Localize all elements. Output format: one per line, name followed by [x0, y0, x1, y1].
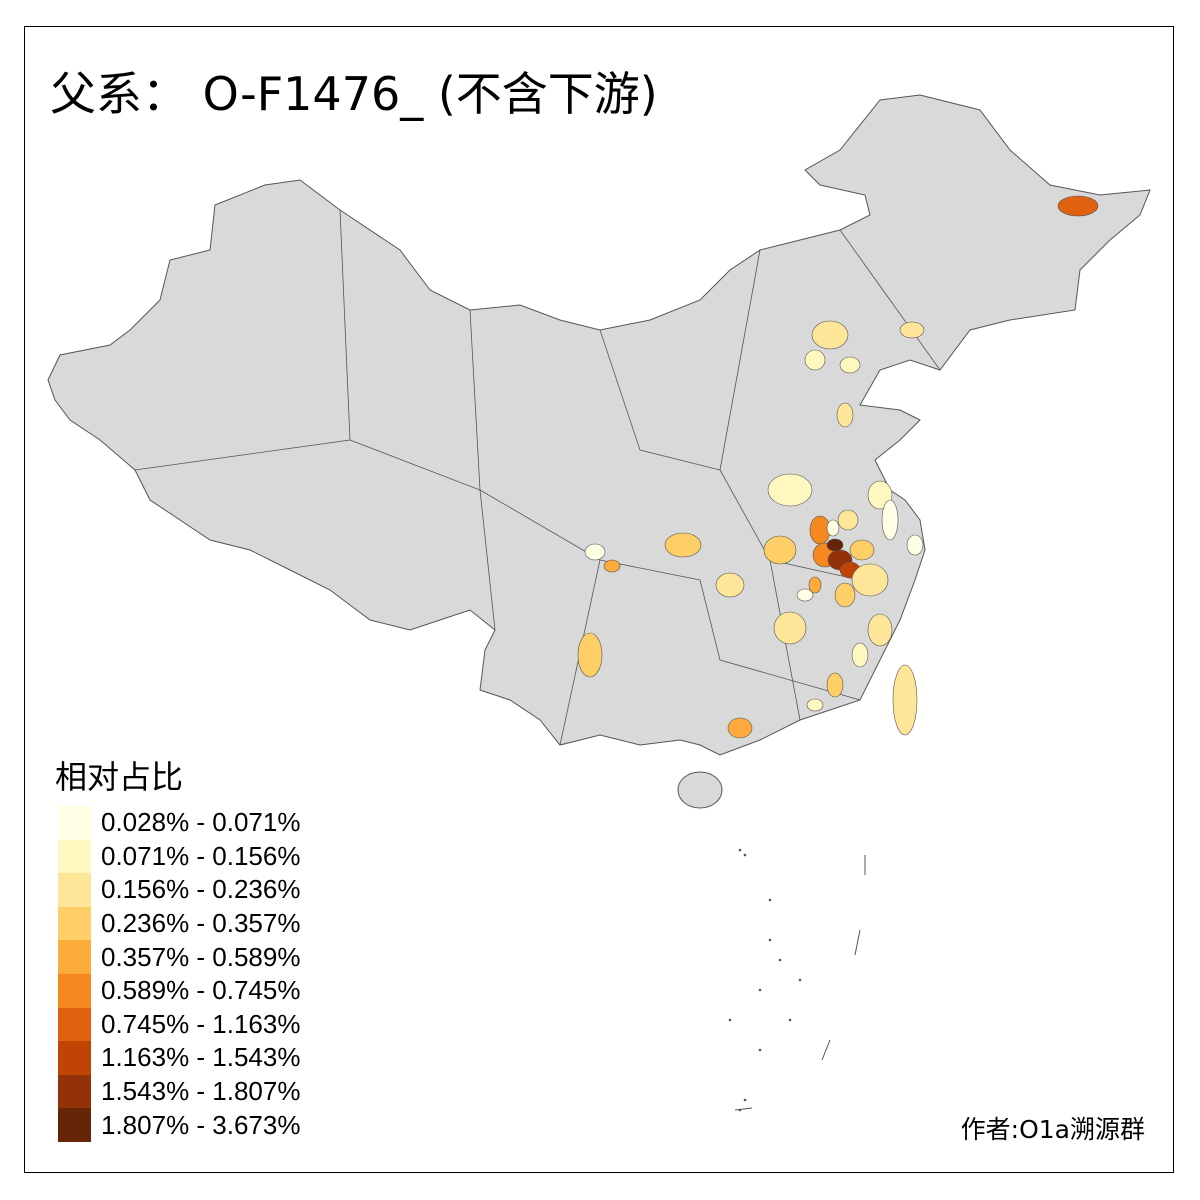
legend: 0.028% - 0.071% 0.071% - 0.156% 0.156% - 0… [58, 806, 300, 1142]
legend-label: 0.028% - 0.071% [101, 807, 301, 838]
prefecture-region [867, 613, 893, 647]
prefecture-region [851, 642, 869, 668]
prefecture-region [881, 499, 899, 541]
prefecture-region [899, 321, 925, 339]
legend-label: 0.236% - 0.357% [101, 908, 301, 939]
island [758, 1048, 762, 1052]
prefecture-region [892, 664, 918, 736]
legend-label: 1.163% - 1.543% [101, 1042, 301, 1073]
prefecture-region [811, 320, 849, 350]
prefecture-region [834, 582, 856, 608]
legend-swatch [58, 973, 91, 1008]
legend-swatch [58, 1007, 91, 1042]
island [728, 1018, 732, 1022]
legend-swatch [58, 806, 91, 840]
legend-item: 0.071% - 0.156% [58, 839, 301, 874]
island [768, 938, 772, 942]
legend-swatch [58, 1074, 91, 1109]
island [788, 1018, 792, 1022]
legend-title: 相对占比 [55, 758, 184, 796]
prefecture-region [836, 402, 854, 428]
prefecture-region [767, 473, 813, 507]
map-frame [24, 26, 1174, 1173]
legend-item: 1.543% - 1.807% [58, 1074, 301, 1109]
island [768, 898, 772, 902]
legend-label: 0.156% - 0.236% [101, 874, 301, 905]
prefecture-region [837, 509, 859, 531]
legend-swatch [58, 873, 91, 907]
legend-item: 0.028% - 0.071% [58, 806, 300, 840]
prefecture-region [826, 672, 844, 698]
prefecture-region [867, 480, 893, 510]
legend-label: 1.543% - 1.807% [101, 1076, 301, 1107]
legend-item: 0.357% - 0.589% [58, 940, 300, 974]
prefecture-region [906, 534, 924, 556]
dash-line [854, 929, 861, 956]
author-credit: 作者:O1a溯源群 [960, 1115, 1145, 1144]
prefecture-region [808, 576, 822, 594]
prefecture-region [664, 532, 702, 558]
island [738, 848, 742, 852]
province-border [469, 309, 481, 491]
dash-line [821, 1039, 831, 1061]
island [743, 853, 747, 857]
prefecture-region [763, 535, 797, 565]
legend-item: 0.589% - 0.745% [58, 973, 301, 1008]
legend-item: 1.163% - 1.543% [58, 1041, 300, 1075]
island [743, 1098, 747, 1102]
legend-swatch [58, 1108, 91, 1142]
prefecture-region [1057, 195, 1099, 217]
prefecture-region [773, 611, 807, 645]
legend-label: 0.745% - 1.163% [101, 1008, 301, 1039]
prefecture-region [727, 717, 753, 739]
legend-label: 1.807% - 3.673% [101, 1109, 301, 1140]
province-border [839, 229, 941, 371]
prefecture-region [584, 543, 606, 561]
prefecture-region [577, 632, 603, 678]
legend-label: 0.357% - 0.589% [101, 941, 301, 972]
legend-item: 0.236% - 0.357% [58, 906, 301, 941]
dash-line [734, 1107, 753, 1111]
legend-item: 0.745% - 1.163% [58, 1007, 301, 1042]
legend-label: 0.589% - 0.745% [101, 975, 301, 1006]
province-border [599, 329, 721, 471]
prefecture-region [826, 519, 840, 537]
prefecture-region [839, 356, 861, 374]
legend-swatch [58, 839, 91, 874]
prefecture-region [715, 572, 745, 598]
prefecture-region [804, 349, 826, 371]
prefecture-region [849, 539, 875, 561]
prefecture-region [826, 538, 844, 552]
prefecture-region [796, 588, 814, 602]
legend-item: 0.156% - 0.236% [58, 873, 300, 907]
legend-item: 1.807% - 3.673% [58, 1108, 300, 1142]
island [798, 978, 802, 982]
legend-swatch [58, 1041, 91, 1075]
prefecture-region [806, 698, 824, 712]
hainan-region [677, 771, 723, 809]
province-border [699, 579, 861, 701]
legend-label: 0.071% - 0.156% [101, 840, 301, 871]
island [758, 988, 762, 992]
island [778, 958, 782, 962]
legend-swatch [58, 906, 91, 941]
map-title: 父系： O-F1476_ (不含下游) [50, 67, 658, 121]
prefecture-region [851, 563, 889, 597]
province-border [719, 249, 761, 471]
legend-swatch [58, 940, 91, 974]
prefecture-region [603, 559, 621, 573]
